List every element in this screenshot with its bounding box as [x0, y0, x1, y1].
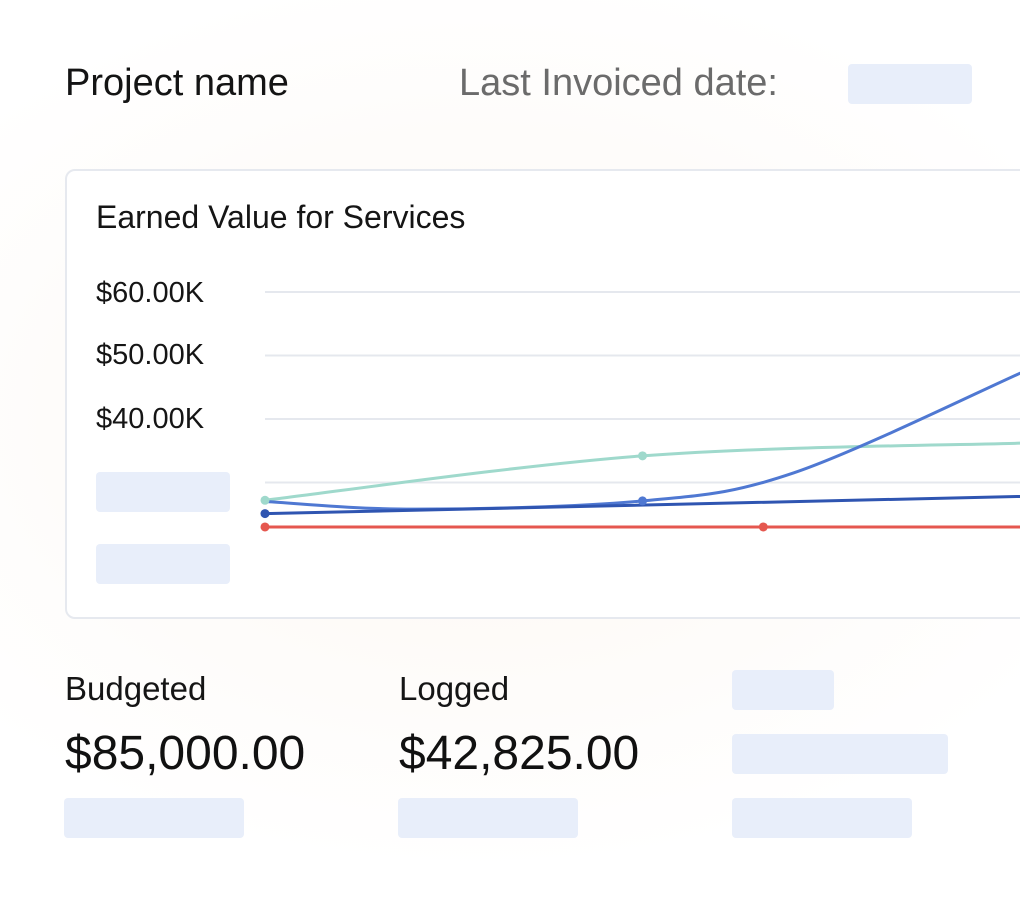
data-point-marker: [260, 509, 270, 519]
logged-label: Logged: [399, 670, 510, 707]
data-point-marker: [638, 451, 647, 461]
chart-title: Earned Value for Services: [96, 199, 466, 235]
data-point-marker: [758, 522, 768, 532]
series-line-2: [263, 371, 1020, 511]
stat-label-placeholder: [732, 670, 834, 710]
y-tick-placeholder: [96, 472, 230, 512]
y-tick-placeholder: [96, 544, 230, 584]
budgeted-sub-placeholder: [64, 798, 244, 838]
data-point-marker: [260, 522, 270, 532]
data-point-marker: [638, 496, 647, 506]
stat-sub-placeholder: [732, 798, 912, 838]
budgeted-value: $85,000.00: [65, 727, 306, 780]
data-point-marker: [260, 495, 270, 505]
y-tick-label: $50.00K: [96, 339, 205, 371]
last-invoiced-date-placeholder: [848, 64, 972, 104]
y-tick-label: $60.00K: [96, 277, 205, 309]
project-name: Project name: [65, 62, 289, 104]
budgeted-label: Budgeted: [65, 670, 207, 707]
stat-value-placeholder: [732, 734, 948, 774]
logged-sub-placeholder: [398, 798, 578, 838]
y-tick-label: $40.00K: [96, 403, 205, 435]
logged-value: $42,825.00: [399, 727, 640, 780]
last-invoiced-label: Last Invoiced date:: [459, 62, 778, 104]
